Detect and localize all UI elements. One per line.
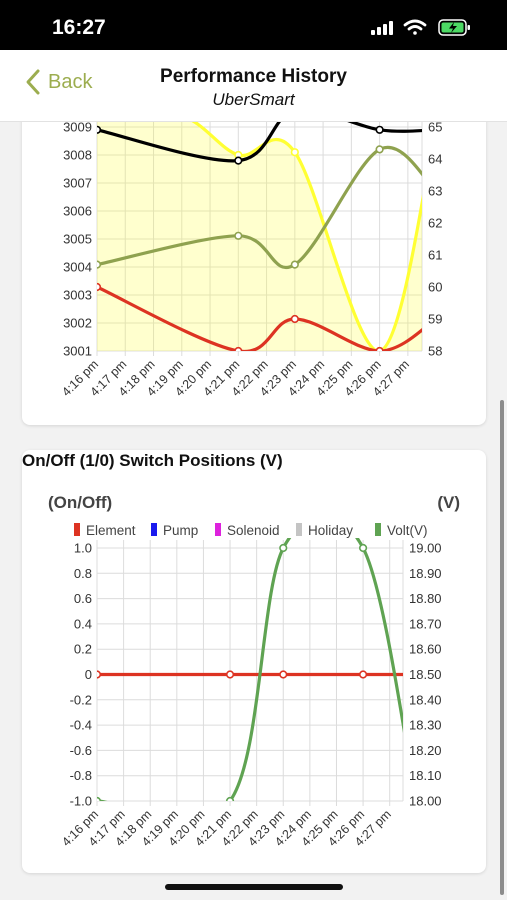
- page-title: Performance History: [160, 66, 347, 87]
- cellular-signal-icon: [371, 21, 393, 35]
- switch-section-title: On/Off (1/0) Switch Positions (V): [22, 451, 283, 470]
- performance-chart-card: [22, 100, 486, 425]
- wifi-icon: [403, 19, 427, 35]
- back-label: Back: [48, 70, 93, 93]
- chevron-left-icon: [26, 69, 40, 95]
- page-subtitle: UberSmart: [212, 90, 295, 109]
- nav-bar: Back Performance History UberSmart: [0, 50, 507, 122]
- switch-chart-card: [22, 450, 486, 873]
- status-time: 16:27: [52, 16, 106, 39]
- battery-charging-icon: [438, 19, 470, 36]
- status-bar: 16:27: [0, 0, 507, 50]
- home-indicator: [165, 884, 343, 890]
- scrollbar[interactable]: [500, 400, 504, 895]
- status-icons: [371, 19, 470, 36]
- back-button[interactable]: Back: [24, 68, 92, 96]
